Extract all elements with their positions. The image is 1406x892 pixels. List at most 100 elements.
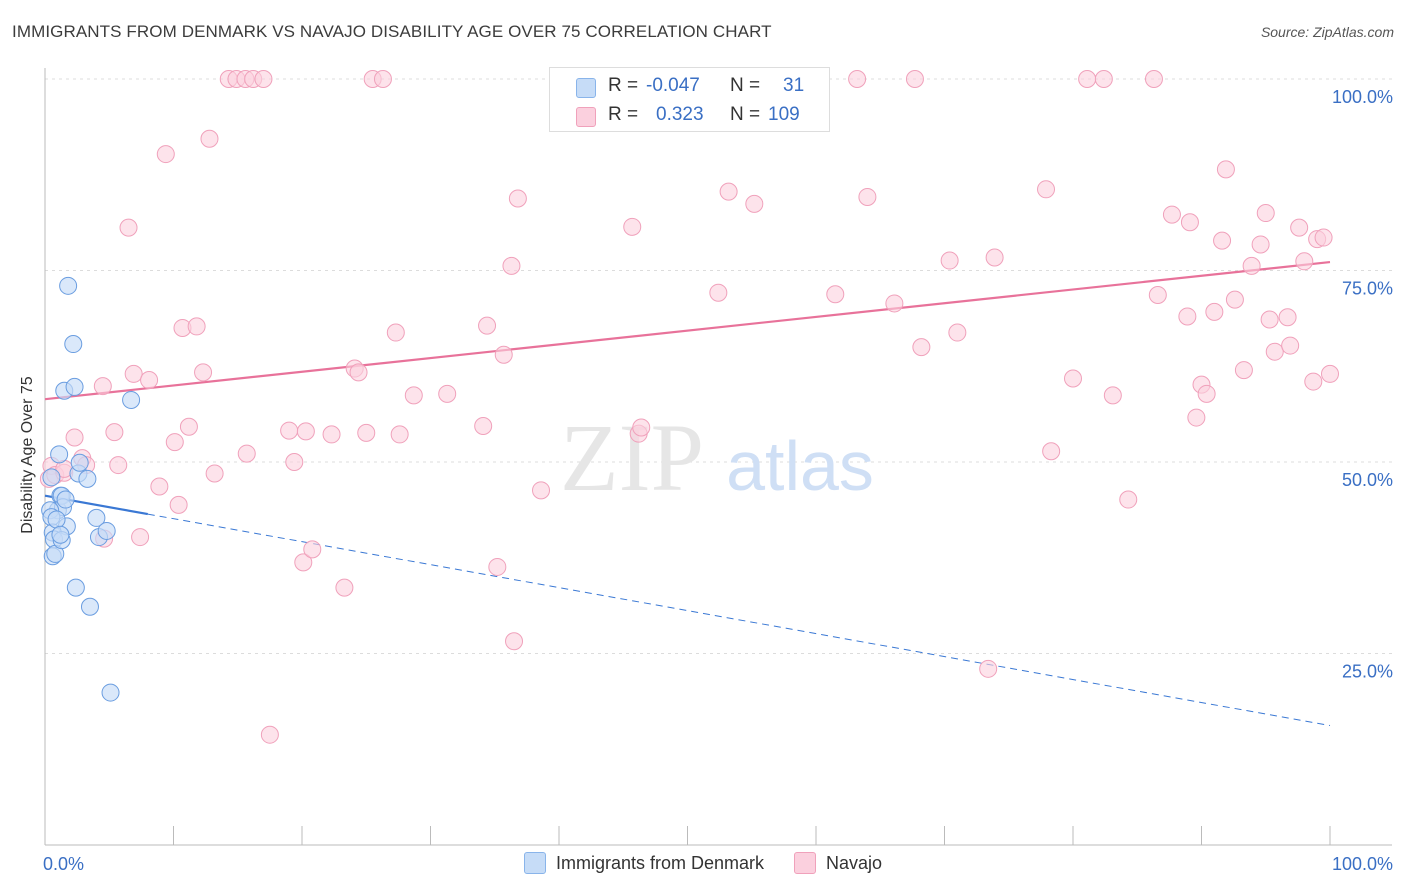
point-navajo (1256, 204, 1275, 223)
point-navajo (1119, 490, 1138, 509)
point-denmark (56, 490, 75, 509)
point-navajo (357, 423, 376, 442)
x-tick-label: 100.0% (1332, 854, 1393, 874)
point-navajo (124, 364, 143, 383)
point-navajo (349, 363, 368, 382)
legend-label-blue: Immigrants from Denmark (555, 852, 764, 873)
stats-n-label-blue: N = (730, 75, 761, 96)
point-navajo (280, 421, 299, 440)
point-navajo (390, 425, 409, 444)
point-navajo (131, 528, 150, 547)
point-navajo (1295, 252, 1314, 271)
legend: Immigrants from Denmark Navajo (0, 852, 1406, 874)
point-navajo (1064, 369, 1082, 388)
point-navajo (187, 317, 206, 336)
axes (44, 68, 1392, 846)
point-navajo (848, 70, 867, 88)
point-navajo (205, 464, 224, 483)
point-denmark (101, 683, 120, 702)
point-navajo (373, 70, 392, 88)
stats-n-value-pink: 109 (768, 104, 800, 125)
point-denmark (122, 390, 141, 409)
stats-box: R = -0.047 N = 31 R = 0.323 N = 109 (549, 67, 830, 132)
point-navajo (254, 70, 273, 88)
point-navajo (719, 182, 738, 201)
point-navajo (623, 217, 642, 236)
point-navajo (140, 371, 159, 390)
point-denmark (87, 508, 106, 527)
point-navajo (488, 557, 507, 576)
watermark: ZIP atlas (560, 404, 874, 511)
tick-labels: 100.0% 75.0% 50.0% 25.0% 0.0% 100.0% (43, 87, 1393, 874)
point-navajo (156, 145, 175, 164)
watermark-zip: ZIP (560, 404, 704, 511)
stats-n-value-blue: 31 (783, 75, 805, 96)
stats-r-label-pink: R = (608, 104, 639, 125)
point-navajo (858, 187, 877, 206)
point-navajo (948, 323, 967, 342)
point-navajo (237, 444, 256, 463)
legend-item-blue[interactable]: Immigrants from Denmark (523, 852, 764, 874)
point-navajo (294, 553, 313, 572)
y-tick-label: 50.0% (1342, 470, 1393, 490)
point-navajo (1304, 372, 1323, 391)
point-navajo (505, 632, 524, 651)
point-denmark (50, 445, 69, 464)
y-axis-label: Disability Age Over 75 (19, 376, 36, 534)
x-tick-label: 0.0% (43, 854, 84, 874)
y-tick-label: 100.0% (1332, 87, 1393, 107)
point-navajo (1216, 160, 1235, 179)
point-navajo (826, 285, 845, 304)
point-navajo (1234, 361, 1253, 380)
point-navajo (1225, 290, 1244, 309)
watermark-atlas: atlas (726, 427, 874, 505)
point-navajo (632, 418, 651, 437)
point-navajo (1180, 213, 1199, 232)
point-navajo (1103, 386, 1122, 405)
point-navajo (478, 316, 497, 335)
stats-swatch-pink (576, 107, 596, 127)
grid-lines (45, 78, 1392, 654)
point-denmark (97, 521, 116, 540)
point-denmark (70, 453, 89, 472)
point-navajo (105, 423, 124, 442)
point-navajo (940, 251, 959, 270)
point-navajo (438, 384, 457, 403)
point-navajo (169, 495, 188, 514)
stats-r-label-blue: R = (608, 75, 639, 96)
point-navajo (1213, 231, 1232, 250)
point-navajo (1321, 364, 1339, 383)
stats-r-value-pink: 0.323 (656, 104, 704, 125)
trend-line-navajo (44, 260, 1331, 401)
point-navajo (1242, 256, 1261, 275)
point-navajo (532, 481, 551, 500)
source-label: Source: ZipAtlas.com (1260, 24, 1394, 40)
point-denmark (66, 578, 85, 597)
point-navajo (1281, 336, 1300, 355)
trend-line-denmark-extension (147, 513, 1331, 726)
point-navajo (1178, 307, 1197, 326)
point-navajo (150, 477, 169, 496)
point-navajo (979, 659, 998, 678)
stats-swatch-blue (576, 78, 596, 98)
point-denmark (59, 276, 78, 295)
point-navajo (494, 345, 513, 364)
point-denmark (47, 510, 66, 529)
point-navajo (1078, 70, 1097, 88)
point-navajo (1260, 310, 1279, 329)
legend-swatch-blue (523, 852, 546, 874)
point-navajo (109, 456, 128, 475)
legend-item-pink[interactable]: Navajo (794, 852, 882, 874)
point-navajo (386, 323, 405, 342)
point-navajo (985, 248, 1004, 267)
point-navajo (474, 416, 493, 435)
point-navajo (1094, 70, 1113, 88)
y-tick-label: 75.0% (1342, 279, 1393, 299)
stats-row-blue: R = -0.047 N = 31 (550, 72, 829, 102)
y-tick-label: 25.0% (1342, 662, 1393, 682)
point-navajo (1251, 235, 1270, 254)
point-navajo (1037, 180, 1056, 199)
point-navajo (179, 417, 198, 436)
point-navajo (885, 294, 904, 313)
